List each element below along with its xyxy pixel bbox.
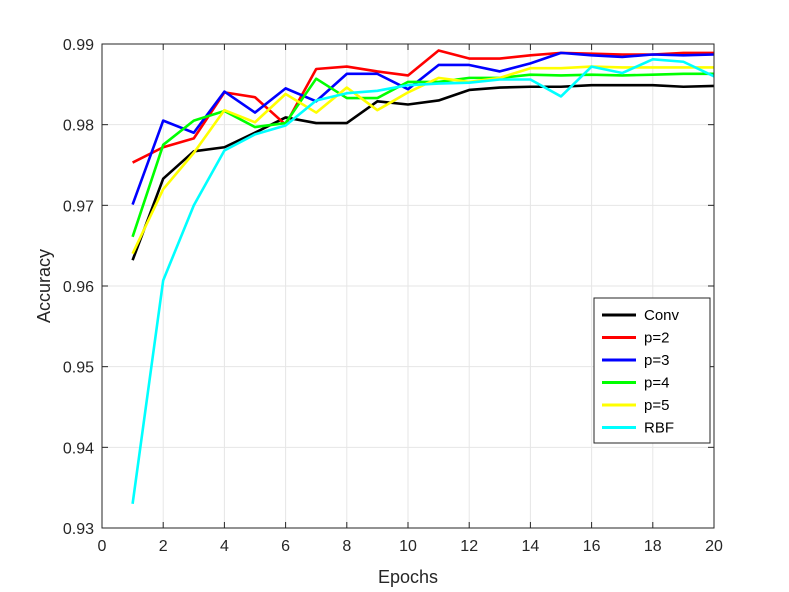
y-tick-label: 0.94: [63, 440, 94, 457]
legend-box: [593, 297, 711, 444]
legend-entry-label: RBF: [644, 420, 674, 437]
grid-lines: [102, 44, 714, 528]
legend-entry-label: p=4: [644, 375, 669, 392]
axis-ticks: 0 2 4 6 8 10 12 14 16 18 20 0.93 0.94 0.95 0.96 0.97 0.9…: [63, 37, 723, 555]
x-tick-label: 18: [644, 538, 662, 555]
y-axis-label: Accuracy: [34, 249, 54, 323]
series-line-rbf: [131, 58, 715, 504]
y-tick-label: 0.93: [63, 521, 94, 538]
y-tick-label: 0.98: [63, 118, 94, 135]
x-axis-label: Epochs: [378, 567, 438, 587]
x-tick-label: 12: [460, 538, 478, 555]
series-lines: [131, 49, 715, 504]
x-tick-label: 4: [220, 538, 229, 555]
legend-entry-label: p=2: [644, 330, 669, 347]
legend-entry-label: p=5: [644, 397, 669, 414]
x-tick-label: 16: [583, 538, 601, 555]
x-tick-label: 14: [522, 538, 540, 555]
x-tick-label: 0: [98, 538, 107, 555]
legend-entry-label: p=3: [644, 352, 669, 369]
x-tick-label: 6: [281, 538, 290, 555]
legend: Conv p=2 p=3 p=4 p=5 RBF: [593, 297, 711, 444]
x-tick-label: 20: [705, 538, 723, 555]
series-line-p2: [132, 49, 714, 164]
x-tick-label: 10: [399, 538, 417, 555]
legend-entry-label: Conv: [644, 307, 680, 324]
series-line-p3: [131, 51, 715, 205]
y-tick-label: 0.99: [63, 37, 94, 54]
series-line-conv: [131, 83, 715, 261]
x-tick-label: 2: [159, 538, 168, 555]
series-line-p4: [131, 72, 714, 238]
y-tick-label: 0.95: [63, 360, 94, 377]
y-tick-label: 0.96: [63, 279, 94, 296]
y-tick-label: 0.97: [63, 198, 94, 215]
x-tick-label: 8: [342, 538, 351, 555]
